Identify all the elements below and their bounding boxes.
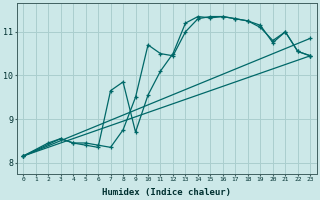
X-axis label: Humidex (Indice chaleur): Humidex (Indice chaleur) xyxy=(102,188,231,197)
